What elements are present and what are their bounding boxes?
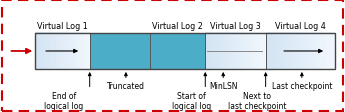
Text: Start of
logical log: Start of logical log [172, 91, 211, 110]
Text: MinLSN: MinLSN [209, 82, 237, 91]
Text: Virtual Log 2: Virtual Log 2 [152, 21, 203, 30]
Text: End of
logical log: End of logical log [44, 91, 83, 110]
Bar [34, 34, 335, 69]
Text: Virtual Log 4: Virtual Log 4 [275, 21, 326, 30]
Text: Virtual Log 3: Virtual Log 3 [210, 21, 261, 30]
Bar [266, 34, 335, 69]
Text: Next to
last checkpoint: Next to last checkpoint [228, 91, 286, 110]
Bar [90, 34, 150, 69]
Bar [205, 34, 266, 69]
Text: Virtual Log 1: Virtual Log 1 [37, 21, 88, 30]
Bar [34, 34, 90, 69]
Text: Truncated: Truncated [107, 82, 145, 91]
Bar [150, 34, 205, 69]
Text: Last checkpoint: Last checkpoint [272, 82, 332, 91]
